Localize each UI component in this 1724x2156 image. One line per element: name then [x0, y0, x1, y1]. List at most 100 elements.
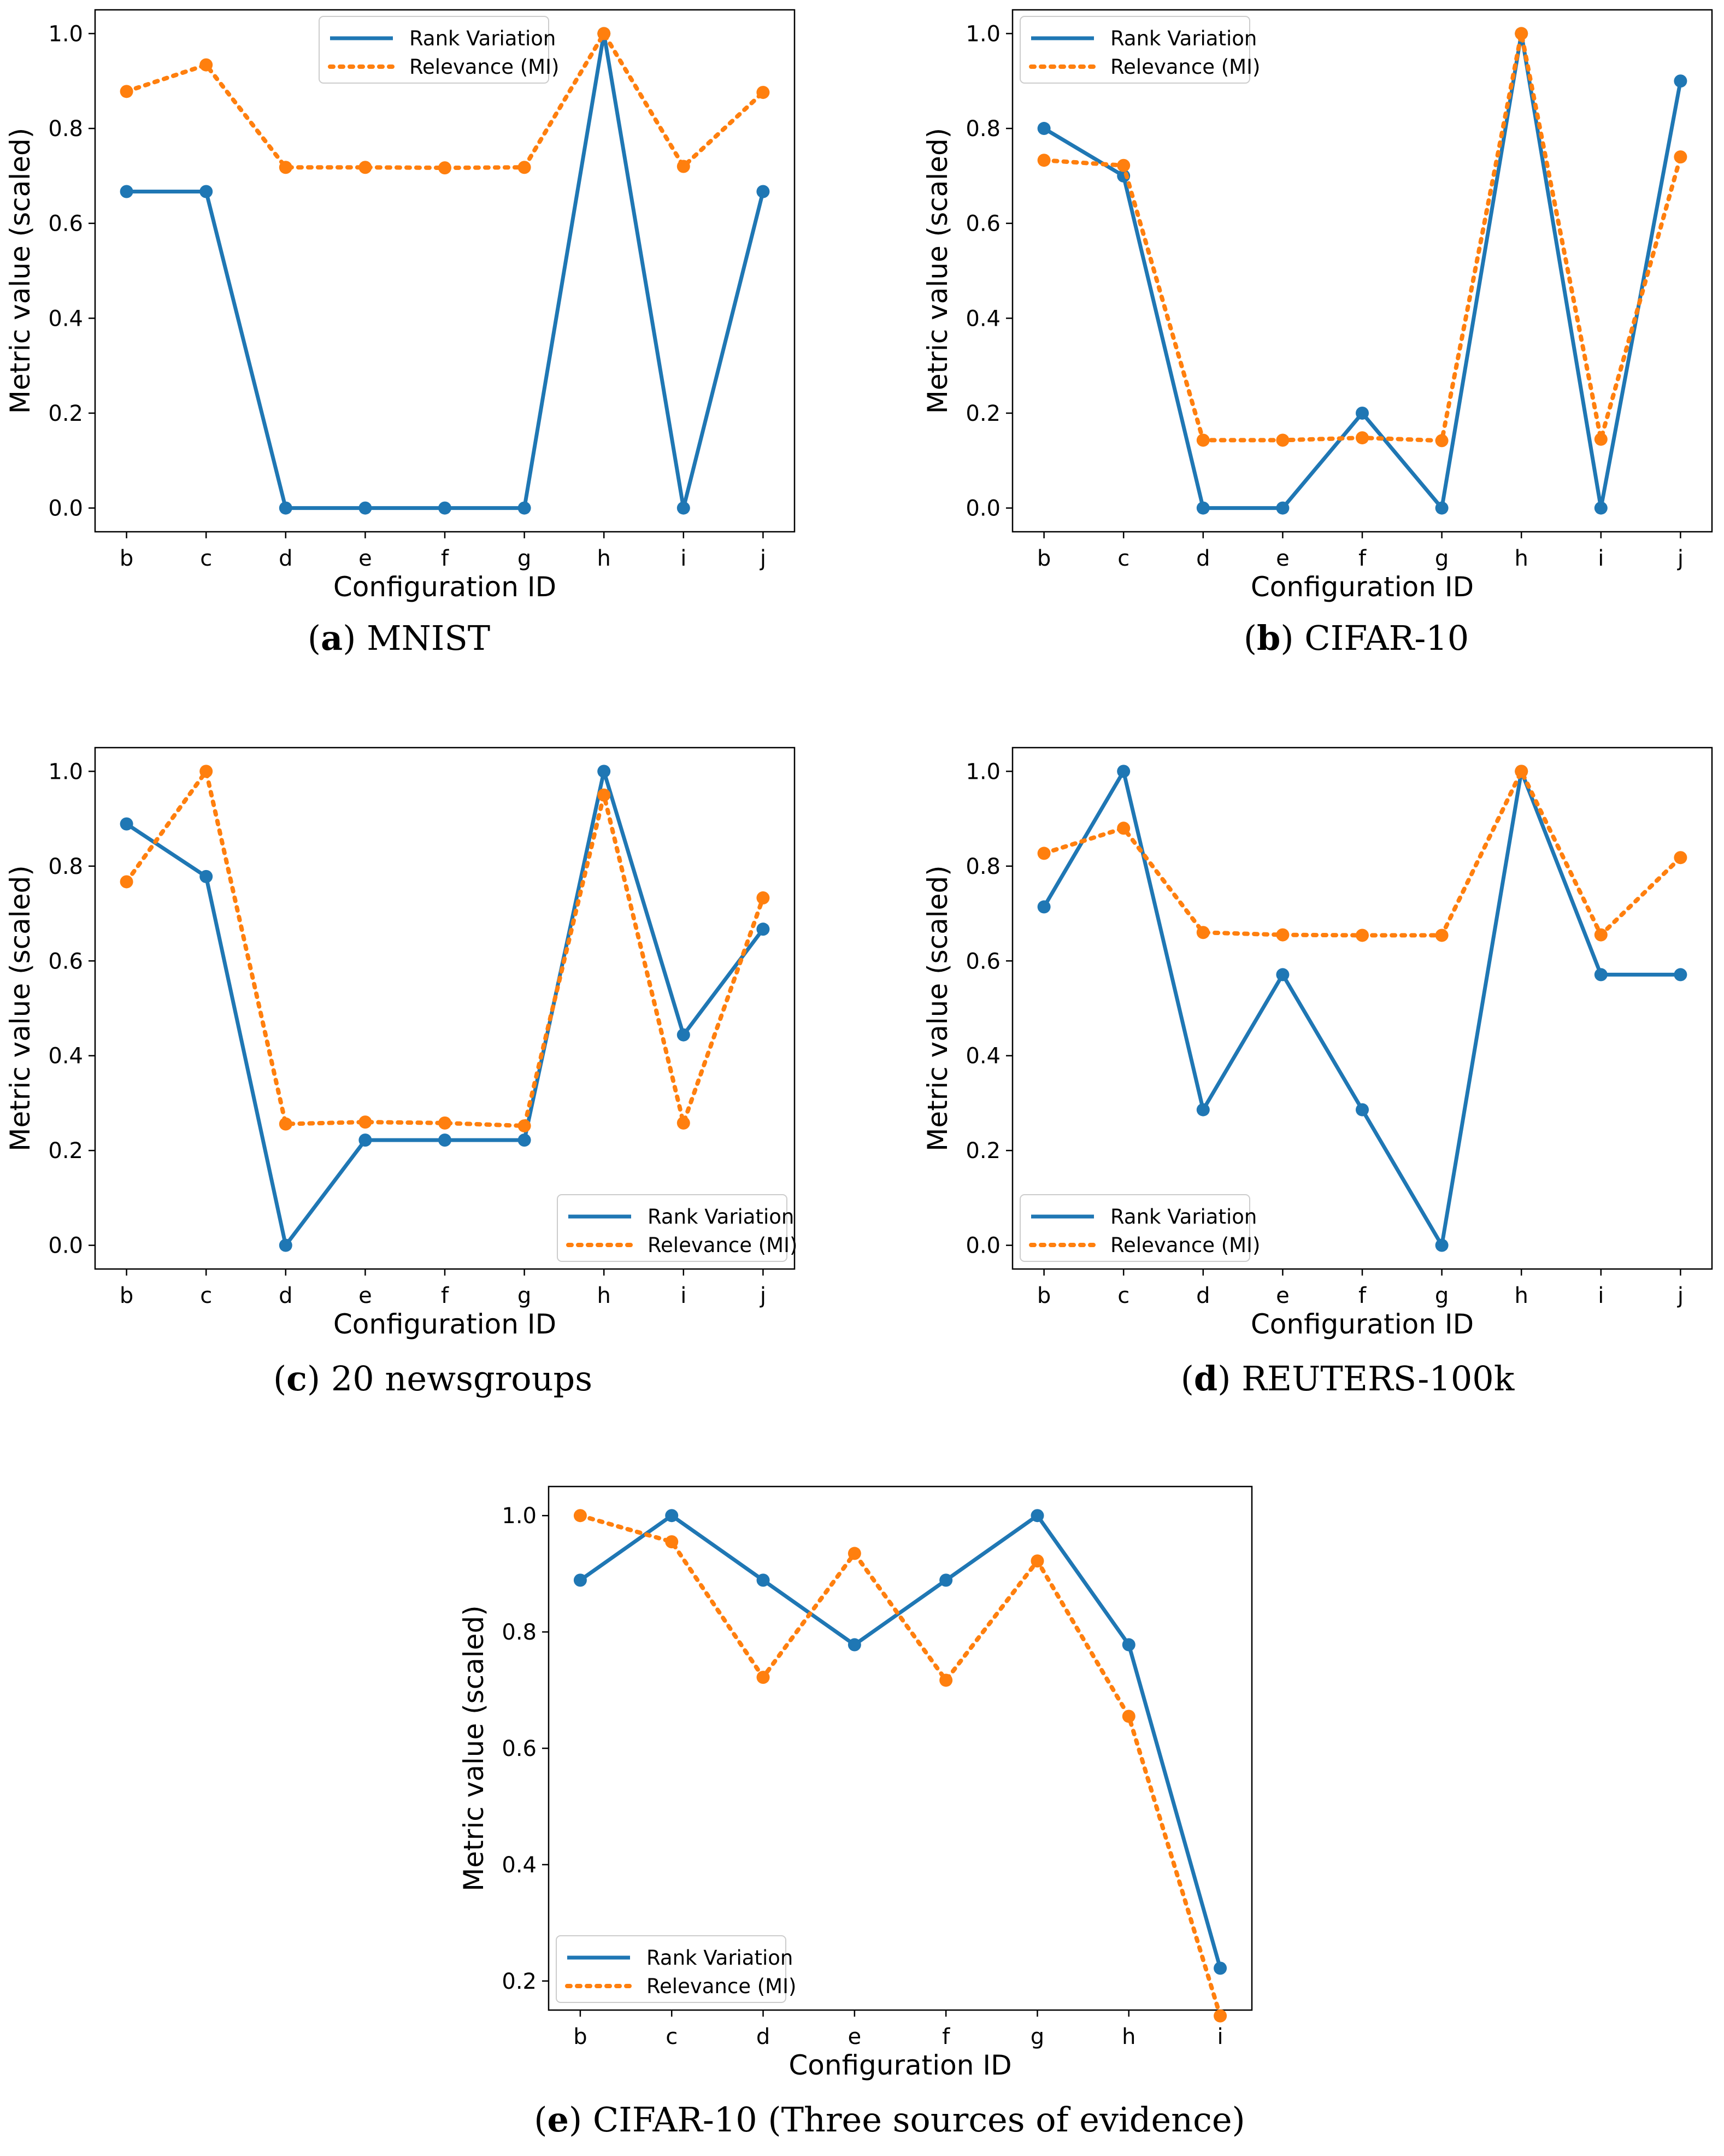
x-tick-label: b: [573, 2024, 587, 2049]
y-tick-label: 0.0: [48, 496, 83, 521]
series-line-rank-variation: [126, 31, 765, 510]
x-tick-label: g: [1435, 1283, 1449, 1308]
caption-title: REUTERS-100k: [1241, 1359, 1515, 1399]
x-tick-label: i: [1598, 1283, 1604, 1308]
data-point-relevance-e: [848, 1547, 861, 1560]
data-point-relevance-c: [665, 1535, 679, 1549]
series-line-relevance: [578, 1513, 1223, 2018]
data-point-rank-b: [120, 817, 133, 831]
y-tick-label: 1.0: [48, 759, 83, 784]
x-tick-label: f: [1358, 1283, 1367, 1308]
x-tick-label: g: [1031, 2024, 1044, 2049]
series-line-rank-variation: [1042, 769, 1681, 1248]
data-point-relevance-g: [517, 1119, 531, 1133]
caption: (e) CIFAR-10 (Three sources of evidence): [534, 2100, 1245, 2140]
x-tick-label: h: [1515, 546, 1528, 571]
data-point-relevance-d: [756, 1671, 770, 1684]
legend-label-rank-variation: Rank Variation: [648, 1205, 794, 1229]
caption-paren-open: (: [1181, 1359, 1194, 1399]
data-point-rank-f: [939, 1573, 953, 1587]
y-tick-label: 0.8: [48, 854, 83, 879]
x-tick-label: d: [279, 1283, 292, 1308]
data-point-relevance-b: [1037, 847, 1051, 860]
data-point-relevance-j: [1674, 150, 1687, 164]
x-axis-label: Configuration ID: [789, 2049, 1011, 2081]
y-tick-label: 1.0: [502, 1503, 537, 1529]
y-tick-label: 0.2: [48, 1138, 83, 1164]
legend-label-relevance: Relevance (MI): [1110, 1233, 1260, 1257]
y-tick-label: 0.6: [966, 949, 1001, 974]
data-point-rank-i: [676, 501, 690, 515]
data-point-relevance-f: [939, 1673, 953, 1687]
y-axis-label: Metric value (scaled): [458, 1605, 490, 1891]
x-tick-label: c: [200, 546, 212, 571]
data-point-relevance-b: [1037, 154, 1051, 167]
legend-box: [319, 16, 549, 84]
y-axis-label: Metric value (scaled): [4, 865, 36, 1151]
y-tick-label: 0.4: [48, 306, 83, 331]
x-tick-label: h: [1122, 2024, 1135, 2049]
y-tick-label: 1.0: [966, 759, 1001, 784]
caption-letter: a: [321, 618, 343, 658]
caption-title: 20 newsgroups: [331, 1359, 592, 1399]
y-axis-label: Metric value (scaled): [4, 128, 36, 414]
x-tick-label: i: [1217, 2024, 1223, 2049]
x-tick-label: c: [1117, 1283, 1129, 1308]
chart-panel-c: 0.0 0.2 0.4 0.6 0.8 1.0 b c d e f g h i j Configuration…: [4, 747, 797, 1399]
y-tick-label: 0.2: [966, 401, 1001, 426]
plot-frame: [94, 747, 796, 1270]
data-point-rank-f: [438, 501, 451, 515]
data-point-relevance-h: [597, 27, 611, 40]
caption-paren-close: ): [1280, 618, 1304, 658]
y-tick-label: 0.4: [48, 1044, 83, 1069]
y-tick-label: 0.6: [48, 949, 83, 974]
y-tick-label: 0.8: [966, 854, 1001, 879]
y-axis-label: Metric value (scaled): [922, 865, 954, 1151]
x-tick-label: j: [760, 546, 766, 571]
data-point-rank-g: [1031, 1509, 1044, 1523]
legend-box: [556, 1935, 786, 2003]
data-point-rank-i: [1214, 1961, 1227, 1975]
legend-label-rank-variation: Rank Variation: [1110, 1205, 1257, 1229]
x-tick-label: f: [441, 546, 449, 571]
x-tick-label: c: [666, 2024, 678, 2049]
data-point-relevance-h: [1122, 1709, 1135, 1723]
x-tick-label: f: [441, 1283, 449, 1308]
x-tick-label: d: [279, 546, 292, 571]
data-point-relevance-j: [756, 891, 770, 904]
y-tick-label: 0.4: [966, 1044, 1001, 1069]
data-point-relevance-b: [120, 85, 133, 98]
plot-frame: [1011, 747, 1713, 1270]
data-point-relevance-d: [1196, 926, 1210, 939]
data-point-rank-c: [199, 185, 213, 198]
data-point-relevance-g: [1435, 434, 1449, 448]
series-line-rank-variation: [579, 1513, 1222, 1969]
chart-panel-d: 0.0 0.2 0.4 0.6 0.8 1.0 b c d e f g h i j Configuration…: [922, 747, 1713, 1399]
y-tick-label: 1.0: [966, 21, 1001, 46]
caption-letter: e: [547, 2100, 568, 2140]
data-point-relevance-c: [199, 58, 213, 72]
series-line-relevance: [1042, 769, 1683, 938]
x-axis-label: Configuration ID: [1251, 571, 1474, 603]
data-point-rank-f: [438, 1133, 451, 1147]
caption-paren-close: ): [343, 618, 367, 658]
legend-box: [1020, 1194, 1250, 1262]
caption-paren-open: (: [534, 2100, 547, 2140]
x-axis-label: Configuration ID: [333, 1308, 556, 1340]
caption-paren-close: ): [307, 1359, 331, 1399]
data-point-relevance-d: [279, 1117, 292, 1131]
x-tick-label: e: [1276, 1283, 1290, 1308]
data-point-rank-b: [1037, 900, 1051, 914]
data-point-relevance-i: [676, 160, 690, 173]
x-tick-label: i: [680, 1283, 686, 1308]
data-point-relevance-e: [358, 1115, 372, 1129]
chart-panel-b: 0.0 0.2 0.4 0.6 0.8 1.0 b c d e f g h i j Configuration…: [922, 9, 1713, 658]
data-point-rank-i: [1594, 968, 1608, 982]
data-point-rank-i: [676, 1028, 690, 1042]
x-tick-label: g: [517, 1283, 531, 1308]
y-tick-label: 0.2: [502, 1969, 537, 1994]
x-tick-label: b: [120, 1283, 133, 1308]
data-point-rank-j: [1674, 74, 1687, 88]
x-tick-label: h: [597, 1283, 611, 1308]
